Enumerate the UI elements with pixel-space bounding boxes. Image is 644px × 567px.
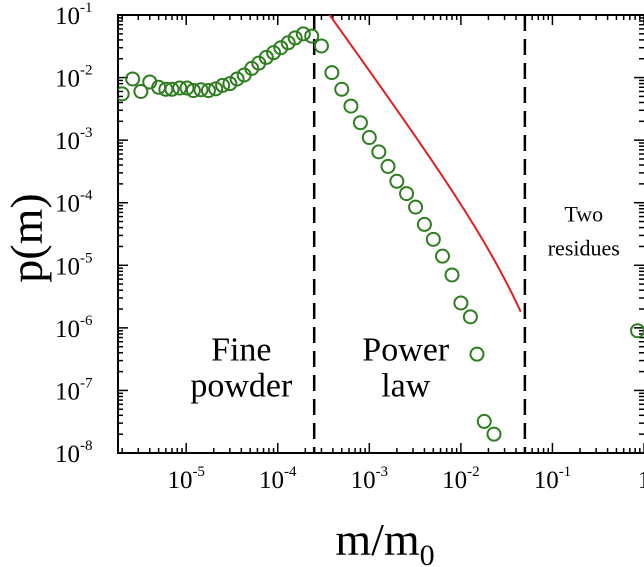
x-tick-label: 10-5 <box>167 464 205 494</box>
x-axis-title: m/m0 <box>335 514 434 567</box>
data-point <box>486 426 502 442</box>
x-tick-label-exp: -2 <box>467 464 480 480</box>
y-tick-label-base: 10 <box>55 3 80 30</box>
data-point <box>408 199 424 215</box>
data-point <box>469 346 485 362</box>
data-point <box>273 40 289 56</box>
data-point <box>416 216 432 232</box>
y-tick-label-base: 10 <box>55 316 80 343</box>
y-tick-label-base: 10 <box>55 128 80 155</box>
y-tick-label-exp: -5 <box>80 250 93 266</box>
y-axis-title: p(m) <box>1 193 52 282</box>
x-tick-label-exp: -3 <box>376 464 389 480</box>
annotation-text: Fine <box>211 332 271 369</box>
y-tick-label: 10-1 <box>55 0 93 30</box>
annotation-text: Two <box>564 202 603 227</box>
data-point <box>193 82 209 98</box>
data-point <box>179 80 195 96</box>
fit-curve <box>328 15 522 313</box>
data-point <box>352 115 368 131</box>
x-tick-label-base: 10 <box>167 467 192 494</box>
annotation-text: law <box>381 368 431 405</box>
data-point <box>208 81 224 97</box>
y-tick-label-exp: -4 <box>80 188 93 204</box>
y-tick-label-exp: -8 <box>80 438 93 454</box>
data-point <box>361 130 377 146</box>
data-point <box>343 98 359 114</box>
x-tick-label: 10-4 <box>259 464 297 494</box>
x-tick-label: 10-3 <box>351 464 389 494</box>
plot-frame <box>117 14 644 454</box>
y-tick-label: 10-2 <box>55 63 93 93</box>
plot-border <box>117 14 644 454</box>
y-tick-label-exp: -1 <box>80 0 93 16</box>
data-point <box>399 186 415 202</box>
y-tick-label: 10-7 <box>55 375 93 405</box>
x-tick-label: 1 <box>638 467 644 494</box>
x-tick-label-base: 10 <box>442 467 467 494</box>
data-point <box>229 71 245 87</box>
annotation-text: powder <box>190 368 293 405</box>
x-tick-label-base: 1 <box>638 467 644 494</box>
y-axis: 10-110-210-310-410-510-610-710-8 <box>55 0 644 468</box>
y-tick-label-base: 10 <box>55 191 80 218</box>
x-tick-label-exp: -1 <box>559 464 572 480</box>
data-point <box>425 231 441 247</box>
data-point <box>324 65 340 81</box>
x-tick-label-exp: -4 <box>284 464 297 480</box>
y-tick-label-exp: -7 <box>80 375 93 391</box>
y-tick-label: 10-8 <box>55 438 93 468</box>
x-axis: 10-5 10-4 10-3 10-2 10-1 1 <box>121 15 644 494</box>
data-point <box>435 248 451 264</box>
y-tick-label-base: 10 <box>55 253 80 280</box>
y-tick-label-base: 10 <box>55 66 80 93</box>
y-tick-label: 10-5 <box>55 250 93 280</box>
data-point <box>172 80 188 96</box>
x-tick-label: 10-2 <box>442 464 480 494</box>
x-tick-label: 10-1 <box>534 464 572 494</box>
x-axis-title-sub: 0 <box>420 539 435 567</box>
data-point <box>295 26 311 42</box>
data-point <box>185 83 201 99</box>
fit-layer <box>328 15 522 313</box>
annotation-text: Power <box>362 332 450 369</box>
data-point <box>380 158 396 174</box>
data-point <box>118 86 130 102</box>
x-tick-label-exp: -5 <box>192 464 205 480</box>
data-point <box>476 413 492 429</box>
x-tick-label-base: 10 <box>351 467 376 494</box>
y-tick-label-base: 10 <box>55 441 80 468</box>
data-point <box>304 28 320 44</box>
data-point <box>630 323 644 339</box>
data-point <box>313 38 329 54</box>
data-point <box>133 83 149 99</box>
y-tick-label: 10-6 <box>55 313 93 343</box>
x-axis-title-base: m/m <box>335 514 420 565</box>
data-point <box>215 77 231 93</box>
data-point <box>462 309 478 325</box>
regime-dividers <box>312 15 527 453</box>
y-tick-label-exp: -2 <box>80 63 93 79</box>
y-tick-label: 10-4 <box>55 188 93 218</box>
data-point <box>444 267 460 283</box>
data-point <box>389 173 405 189</box>
data-point <box>453 295 469 311</box>
x-tick-label-base: 10 <box>534 467 559 494</box>
x-tick-label-base: 10 <box>259 467 284 494</box>
data-point <box>334 81 350 97</box>
data-point <box>164 81 180 97</box>
data-point <box>287 30 303 46</box>
y-tick-label: 10-3 <box>55 125 93 155</box>
data-point <box>200 83 216 99</box>
data-points <box>118 26 644 442</box>
y-tick-label-exp: -6 <box>80 313 93 329</box>
data-point <box>371 144 387 160</box>
y-tick-label-base: 10 <box>55 378 80 405</box>
annotation-text: residues <box>548 236 620 261</box>
data-point <box>125 71 141 87</box>
y-tick-label-exp: -3 <box>80 125 93 141</box>
